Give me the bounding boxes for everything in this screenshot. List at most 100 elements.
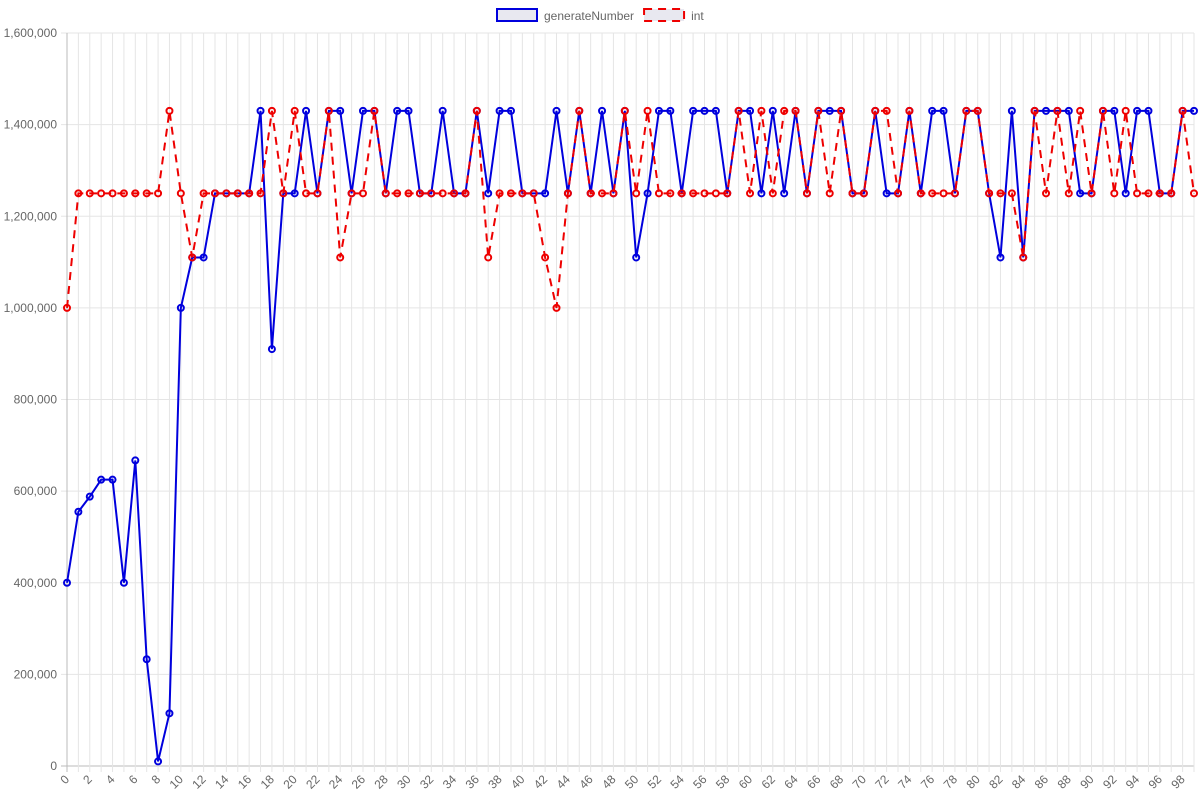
x-tick-label: 76 xyxy=(918,772,938,792)
data-point xyxy=(802,189,811,198)
data-point xyxy=(154,189,163,198)
data-point xyxy=(734,106,743,115)
data-point xyxy=(939,106,948,115)
x-tick-label: 48 xyxy=(599,772,619,792)
data-point xyxy=(654,106,663,115)
data-point xyxy=(1121,189,1130,198)
x-tick-label: 64 xyxy=(781,772,801,792)
x-tick-label: 84 xyxy=(1009,772,1029,792)
x-tick-label: 40 xyxy=(508,772,528,792)
data-point xyxy=(1178,106,1187,115)
x-tick-label: 14 xyxy=(212,772,232,792)
data-point xyxy=(63,578,71,587)
data-point xyxy=(905,106,914,115)
data-point xyxy=(1087,189,1096,198)
x-tick-label: 66 xyxy=(804,772,824,792)
x-tick-label: 88 xyxy=(1055,772,1075,792)
x-tick-label: 22 xyxy=(303,772,323,792)
data-point xyxy=(723,189,732,198)
data-point xyxy=(415,189,424,198)
x-tick-label: 42 xyxy=(531,772,551,792)
data-point xyxy=(996,189,1005,198)
data-point xyxy=(74,189,83,198)
data-point xyxy=(302,189,311,198)
data-point xyxy=(404,189,413,198)
x-tick-label: 56 xyxy=(690,772,710,792)
x-tick-label: 68 xyxy=(827,772,847,792)
x-tick-label: 92 xyxy=(1100,772,1120,792)
x-tick-label: 86 xyxy=(1032,772,1052,792)
data-point xyxy=(393,189,402,198)
y-tick-label: 0 xyxy=(50,759,57,773)
data-point xyxy=(882,189,891,198)
data-point xyxy=(1042,106,1051,115)
series-line xyxy=(66,109,1195,309)
data-point xyxy=(598,189,607,198)
legend-swatch xyxy=(496,8,538,22)
data-point xyxy=(506,189,515,198)
y-tick-label: 600,000 xyxy=(14,484,58,498)
data-point xyxy=(119,189,128,198)
x-tick-label: 74 xyxy=(895,772,915,792)
data-point xyxy=(541,189,550,198)
y-tick-label: 400,000 xyxy=(14,576,58,590)
data-point xyxy=(928,189,937,198)
data-point xyxy=(985,189,994,198)
data-point xyxy=(1144,106,1153,115)
x-tick-label: 96 xyxy=(1146,772,1166,792)
data-point xyxy=(108,475,117,484)
data-point xyxy=(1121,106,1130,115)
data-point xyxy=(450,189,459,198)
data-point xyxy=(1110,106,1119,115)
x-tick-label: 52 xyxy=(645,772,665,792)
data-point xyxy=(256,189,265,198)
x-tick-label: 2 xyxy=(80,772,95,787)
data-point xyxy=(131,189,140,198)
data-point xyxy=(575,106,584,115)
data-point xyxy=(632,189,641,198)
data-point xyxy=(757,189,766,198)
data-point xyxy=(210,189,219,198)
data-point xyxy=(1167,189,1176,198)
data-point xyxy=(620,106,629,115)
data-point xyxy=(837,106,846,115)
data-point xyxy=(199,189,208,198)
data-point xyxy=(768,189,777,198)
data-point xyxy=(529,189,538,198)
data-point xyxy=(825,106,834,115)
data-point xyxy=(484,253,493,262)
data-point xyxy=(780,106,789,115)
data-point xyxy=(962,106,971,115)
x-tick-label: 4 xyxy=(103,772,118,787)
y-tick-label: 1,000,000 xyxy=(4,301,58,315)
data-point xyxy=(1098,106,1107,115)
data-point xyxy=(358,106,367,115)
data-point xyxy=(461,189,470,198)
data-point xyxy=(894,189,903,198)
data-point xyxy=(1110,189,1119,198)
data-point xyxy=(199,253,208,262)
x-tick-label: 98 xyxy=(1168,772,1188,792)
data-point xyxy=(1007,189,1016,198)
x-tick-label: 44 xyxy=(554,772,574,792)
x-tick-label: 82 xyxy=(986,772,1006,792)
data-point xyxy=(427,189,436,198)
data-point xyxy=(108,189,117,198)
data-point xyxy=(552,303,561,312)
data-point xyxy=(598,106,607,115)
data-point xyxy=(393,106,402,115)
y-tick-label: 1,200,000 xyxy=(4,209,58,223)
data-point xyxy=(689,189,698,198)
data-point xyxy=(1019,253,1028,262)
x-tick-label: 72 xyxy=(872,772,892,792)
data-point xyxy=(768,106,777,115)
data-point xyxy=(1053,106,1062,115)
data-point xyxy=(188,253,197,262)
data-point xyxy=(381,189,390,198)
data-point xyxy=(882,106,891,115)
x-tick-label: 8 xyxy=(149,772,164,787)
x-tick-label: 58 xyxy=(713,772,733,792)
x-tick-label: 24 xyxy=(326,772,346,792)
x-tick-label: 34 xyxy=(440,772,460,792)
data-point xyxy=(746,189,755,198)
